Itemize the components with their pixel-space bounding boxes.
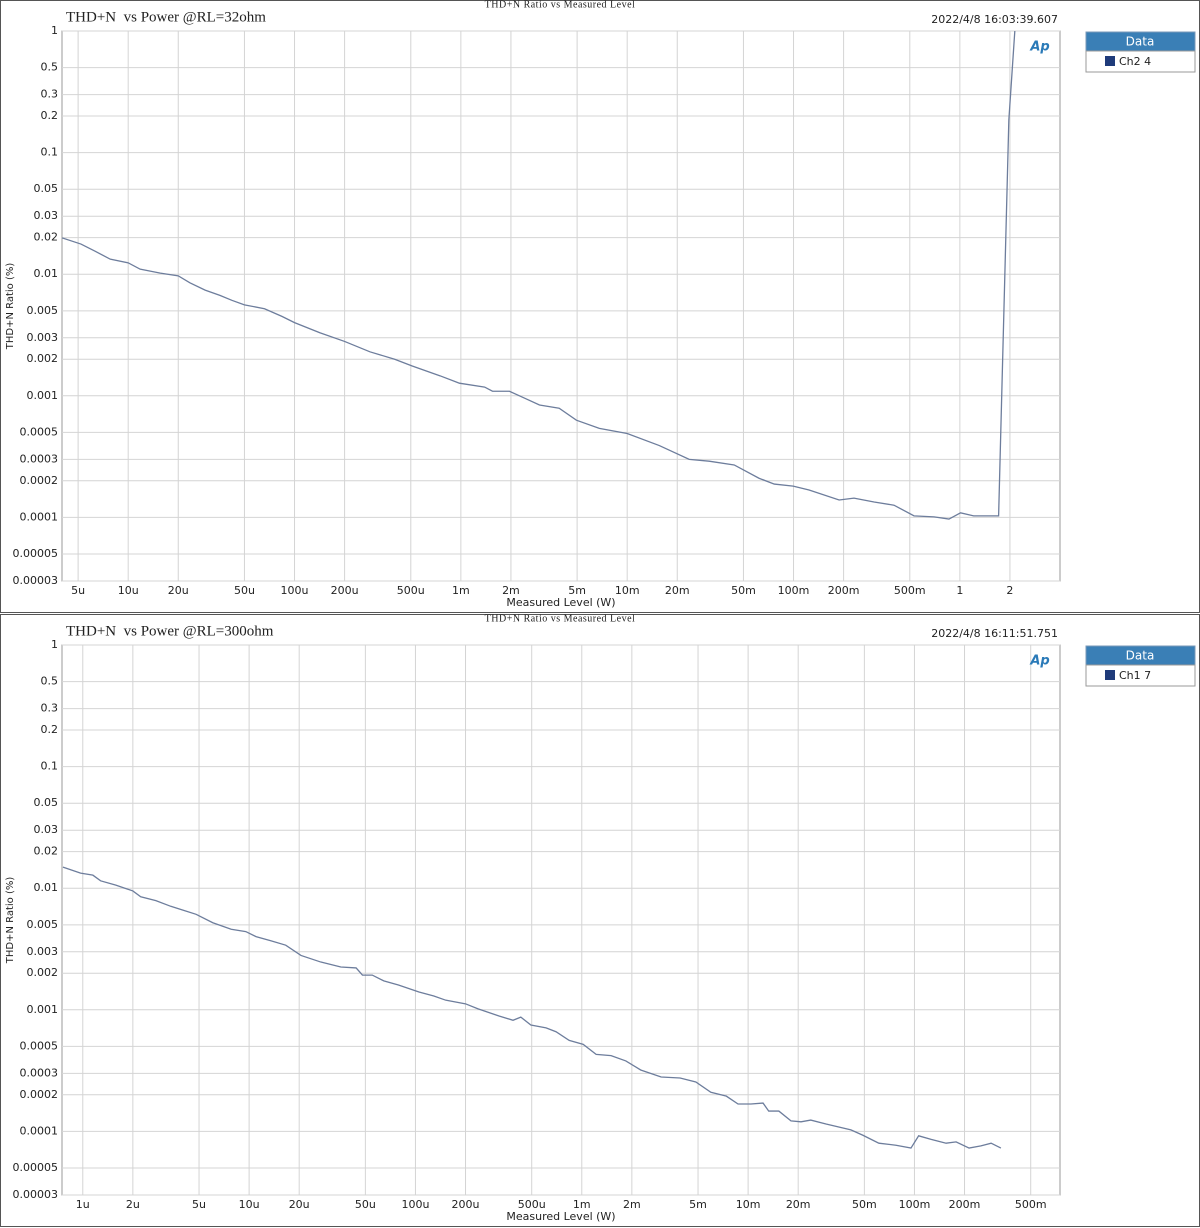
y-tick-label: 0.0003 — [20, 452, 59, 465]
subtitle: THD+N vs Power @RL=32ohm — [66, 9, 266, 25]
x-tick-label: 200u — [452, 1198, 480, 1211]
x-tick-label: 1 — [956, 584, 963, 597]
y-tick-label: 0.2 — [41, 109, 59, 122]
y-tick-label: 1 — [51, 24, 58, 37]
data-line — [62, 866, 1002, 1149]
x-tick-label: 5u — [192, 1198, 206, 1211]
y-tick-label: 0.01 — [34, 881, 59, 894]
y-tick-label: 0.3 — [41, 88, 59, 101]
y-tick-label: 0.0002 — [20, 1088, 59, 1101]
y-tick-label: 0.02 — [34, 845, 59, 858]
y-tick-label: 0.00003 — [13, 574, 59, 587]
x-tick-label: 200m — [828, 584, 860, 597]
x-tick-label: 10m — [736, 1198, 761, 1211]
x-tick-label: 20u — [289, 1198, 310, 1211]
y-tick-label: 0.03 — [34, 209, 59, 222]
y-tick-label: 0.01 — [34, 267, 59, 280]
x-tick-label: 2u — [126, 1198, 140, 1211]
x-tick-label: 500m — [894, 584, 926, 597]
y-tick-label: 0.001 — [27, 389, 59, 402]
x-tick-label: 2m — [623, 1198, 641, 1211]
x-tick-label: 50m — [852, 1198, 877, 1211]
x-tick-label: 5u — [71, 584, 85, 597]
data-line — [62, 31, 1016, 520]
y-tick-label: 0.00005 — [13, 1161, 59, 1174]
y-tick-label: 0.1 — [41, 146, 59, 159]
x-tick-label: 100u — [281, 584, 309, 597]
x-tick-label: 20u — [168, 584, 189, 597]
x-axis-label: Measured Level (W) — [506, 1210, 615, 1223]
x-tick-label: 50u — [355, 1198, 376, 1211]
x-tick-label: 1m — [452, 584, 470, 597]
x-tick-label: 1m — [573, 1198, 591, 1211]
plot-area — [61, 644, 1061, 1196]
y-tick-label: 0.001 — [27, 1003, 59, 1016]
timestamp: 2022/4/8 16:11:51.751 — [931, 627, 1058, 640]
y-tick-label: 0.0001 — [20, 1124, 59, 1137]
y-tick-label: 0.5 — [41, 61, 59, 74]
x-tick-label: 2m — [502, 584, 520, 597]
y-tick-label: 0.1 — [41, 760, 59, 773]
y-axis-label: THD+N Ratio (%) — [5, 877, 16, 965]
legend-title: Data — [1126, 649, 1155, 663]
x-tick-label: 5m — [568, 584, 586, 597]
logo: Ap — [1029, 40, 1049, 55]
y-tick-label: 0.005 — [27, 304, 59, 317]
subtitle: THD+N vs Power @RL=300ohm — [66, 623, 274, 639]
series-group — [62, 31, 1016, 520]
x-tick-label: 10u — [118, 584, 139, 597]
chart-title: THD+N Ratio vs Measured Level — [485, 0, 636, 10]
x-tick-label: 100m — [778, 584, 810, 597]
y-tick-label: 0.00005 — [13, 547, 59, 560]
plot-area — [61, 30, 1061, 582]
y-tick-label: 0.0002 — [20, 474, 59, 487]
timestamp: 2022/4/8 16:03:39.607 — [931, 13, 1058, 26]
y-tick-label: 0.003 — [27, 331, 59, 344]
x-tick-label: 500u — [518, 1198, 546, 1211]
legend-entry: Ch2 4 — [1119, 55, 1151, 68]
x-tick-label: 50m — [731, 584, 756, 597]
x-tick-label: 200u — [331, 584, 359, 597]
x-tick-label: 10m — [615, 584, 640, 597]
x-tick-label: 200m — [949, 1198, 981, 1211]
chart-title: THD+N Ratio vs Measured Level — [485, 613, 636, 624]
legend-title: Data — [1126, 35, 1155, 49]
x-tick-label: 50u — [234, 584, 255, 597]
x-tick-label: 500m — [1015, 1198, 1047, 1211]
legend-swatch — [1105, 56, 1115, 66]
y-axis-label: THD+N Ratio (%) — [5, 263, 16, 351]
y-tick-label: 0.2 — [41, 723, 59, 736]
x-tick-label: 20m — [665, 584, 690, 597]
legend-swatch — [1105, 670, 1115, 680]
legend-entry: Ch1 7 — [1119, 669, 1151, 682]
y-tick-label: 0.002 — [27, 966, 59, 979]
logo: Ap — [1029, 654, 1049, 669]
x-tick-label: 100u — [401, 1198, 429, 1211]
y-tick-label: 0.0001 — [20, 510, 59, 523]
x-axis-label: Measured Level (W) — [506, 596, 615, 609]
x-tick-label: 20m — [786, 1198, 811, 1211]
y-tick-label: 0.002 — [27, 352, 59, 365]
y-tick-label: 1 — [51, 638, 58, 651]
x-tick-label: 5m — [689, 1198, 707, 1211]
y-tick-label: 0.05 — [34, 182, 59, 195]
x-tick-label: 500u — [397, 584, 425, 597]
y-tick-label: 0.3 — [41, 702, 59, 715]
x-tick-label: 10u — [239, 1198, 260, 1211]
y-tick-label: 0.02 — [34, 231, 59, 244]
y-tick-label: 0.003 — [27, 945, 59, 958]
y-tick-label: 0.0005 — [20, 425, 59, 438]
y-tick-label: 0.5 — [41, 675, 59, 688]
y-tick-label: 0.005 — [27, 918, 59, 931]
y-tick-label: 0.0003 — [20, 1066, 59, 1079]
x-tick-label: 100m — [899, 1198, 931, 1211]
x-tick-label: 1u — [76, 1198, 90, 1211]
y-tick-label: 0.00003 — [13, 1188, 59, 1201]
y-tick-label: 0.05 — [34, 796, 59, 809]
y-tick-label: 0.03 — [34, 823, 59, 836]
series-group — [62, 866, 1002, 1149]
x-tick-label: 2 — [1006, 584, 1013, 597]
y-tick-label: 0.0005 — [20, 1039, 59, 1052]
